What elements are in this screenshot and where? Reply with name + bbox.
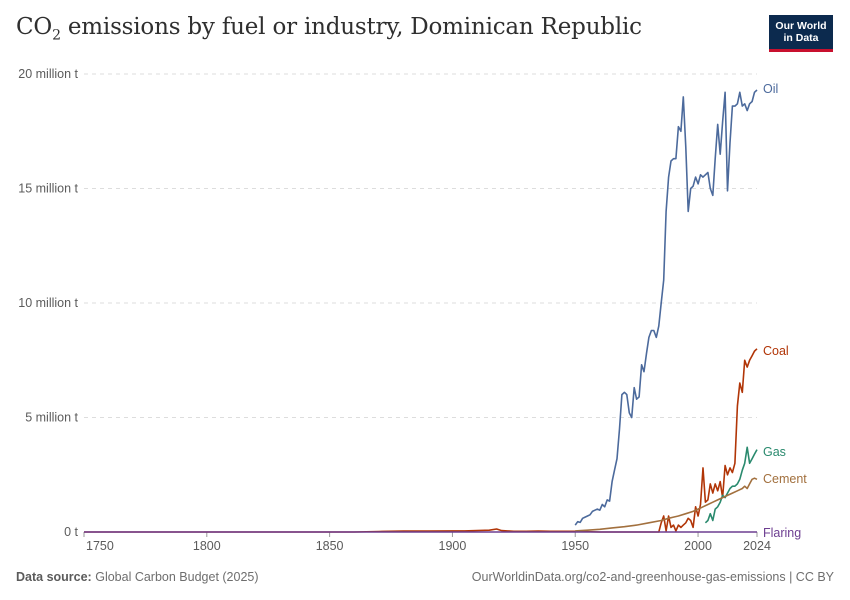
x-tick-label: 2024	[743, 539, 771, 553]
data-source-value[interactable]: Global Carbon Budget (2025)	[95, 570, 259, 584]
series-label-flaring[interactable]: Flaring	[763, 526, 801, 540]
series-line-gas[interactable]	[704, 446, 758, 524]
axes: 0 t 5 million t 10 million t 15 million t 20…	[18, 67, 771, 553]
x-tick-label: 1950	[561, 539, 589, 553]
x-tick-label: 1850	[316, 539, 344, 553]
series-label-gas[interactable]: Gas	[763, 445, 786, 459]
logo-line-2: in Data	[783, 32, 819, 44]
y-tick-label: 10 million t	[18, 296, 78, 310]
x-tick-label: 1750	[86, 539, 114, 553]
y-tick-label: 20 million t	[18, 67, 78, 81]
x-tick-label: 1800	[193, 539, 221, 553]
series-line-cement[interactable]	[575, 477, 758, 532]
series-label-cement[interactable]: Cement	[763, 472, 807, 486]
data-source: Data source: Global Carbon Budget (2025)	[16, 570, 259, 584]
x-tick-label: 2000	[684, 539, 712, 553]
series-label-coal[interactable]: Coal	[763, 344, 789, 358]
source-url[interactable]: OurWorldinData.org/co2-and-greenhouse-ga…	[471, 570, 834, 584]
data-source-label: Data source:	[16, 570, 92, 584]
gridlines	[84, 73, 757, 418]
series-line-coal[interactable]	[84, 348, 758, 533]
series-lines	[84, 89, 758, 533]
series-line-oil[interactable]	[574, 89, 758, 526]
series-labels: Oil Coal Gas Cement Flaring	[763, 82, 807, 540]
logo-line-1: Our World	[775, 20, 827, 32]
y-tick-label: 0 t	[64, 525, 78, 539]
y-tick-label: 5 million t	[25, 411, 78, 425]
owid-logo[interactable]: Our World in Data	[769, 15, 833, 52]
y-tick-label: 15 million t	[18, 182, 78, 196]
series-label-oil[interactable]: Oil	[763, 82, 778, 96]
chart-title: CO2 emissions by fuel or industry, Domin…	[16, 14, 642, 44]
x-tick-label: 1900	[439, 539, 467, 553]
